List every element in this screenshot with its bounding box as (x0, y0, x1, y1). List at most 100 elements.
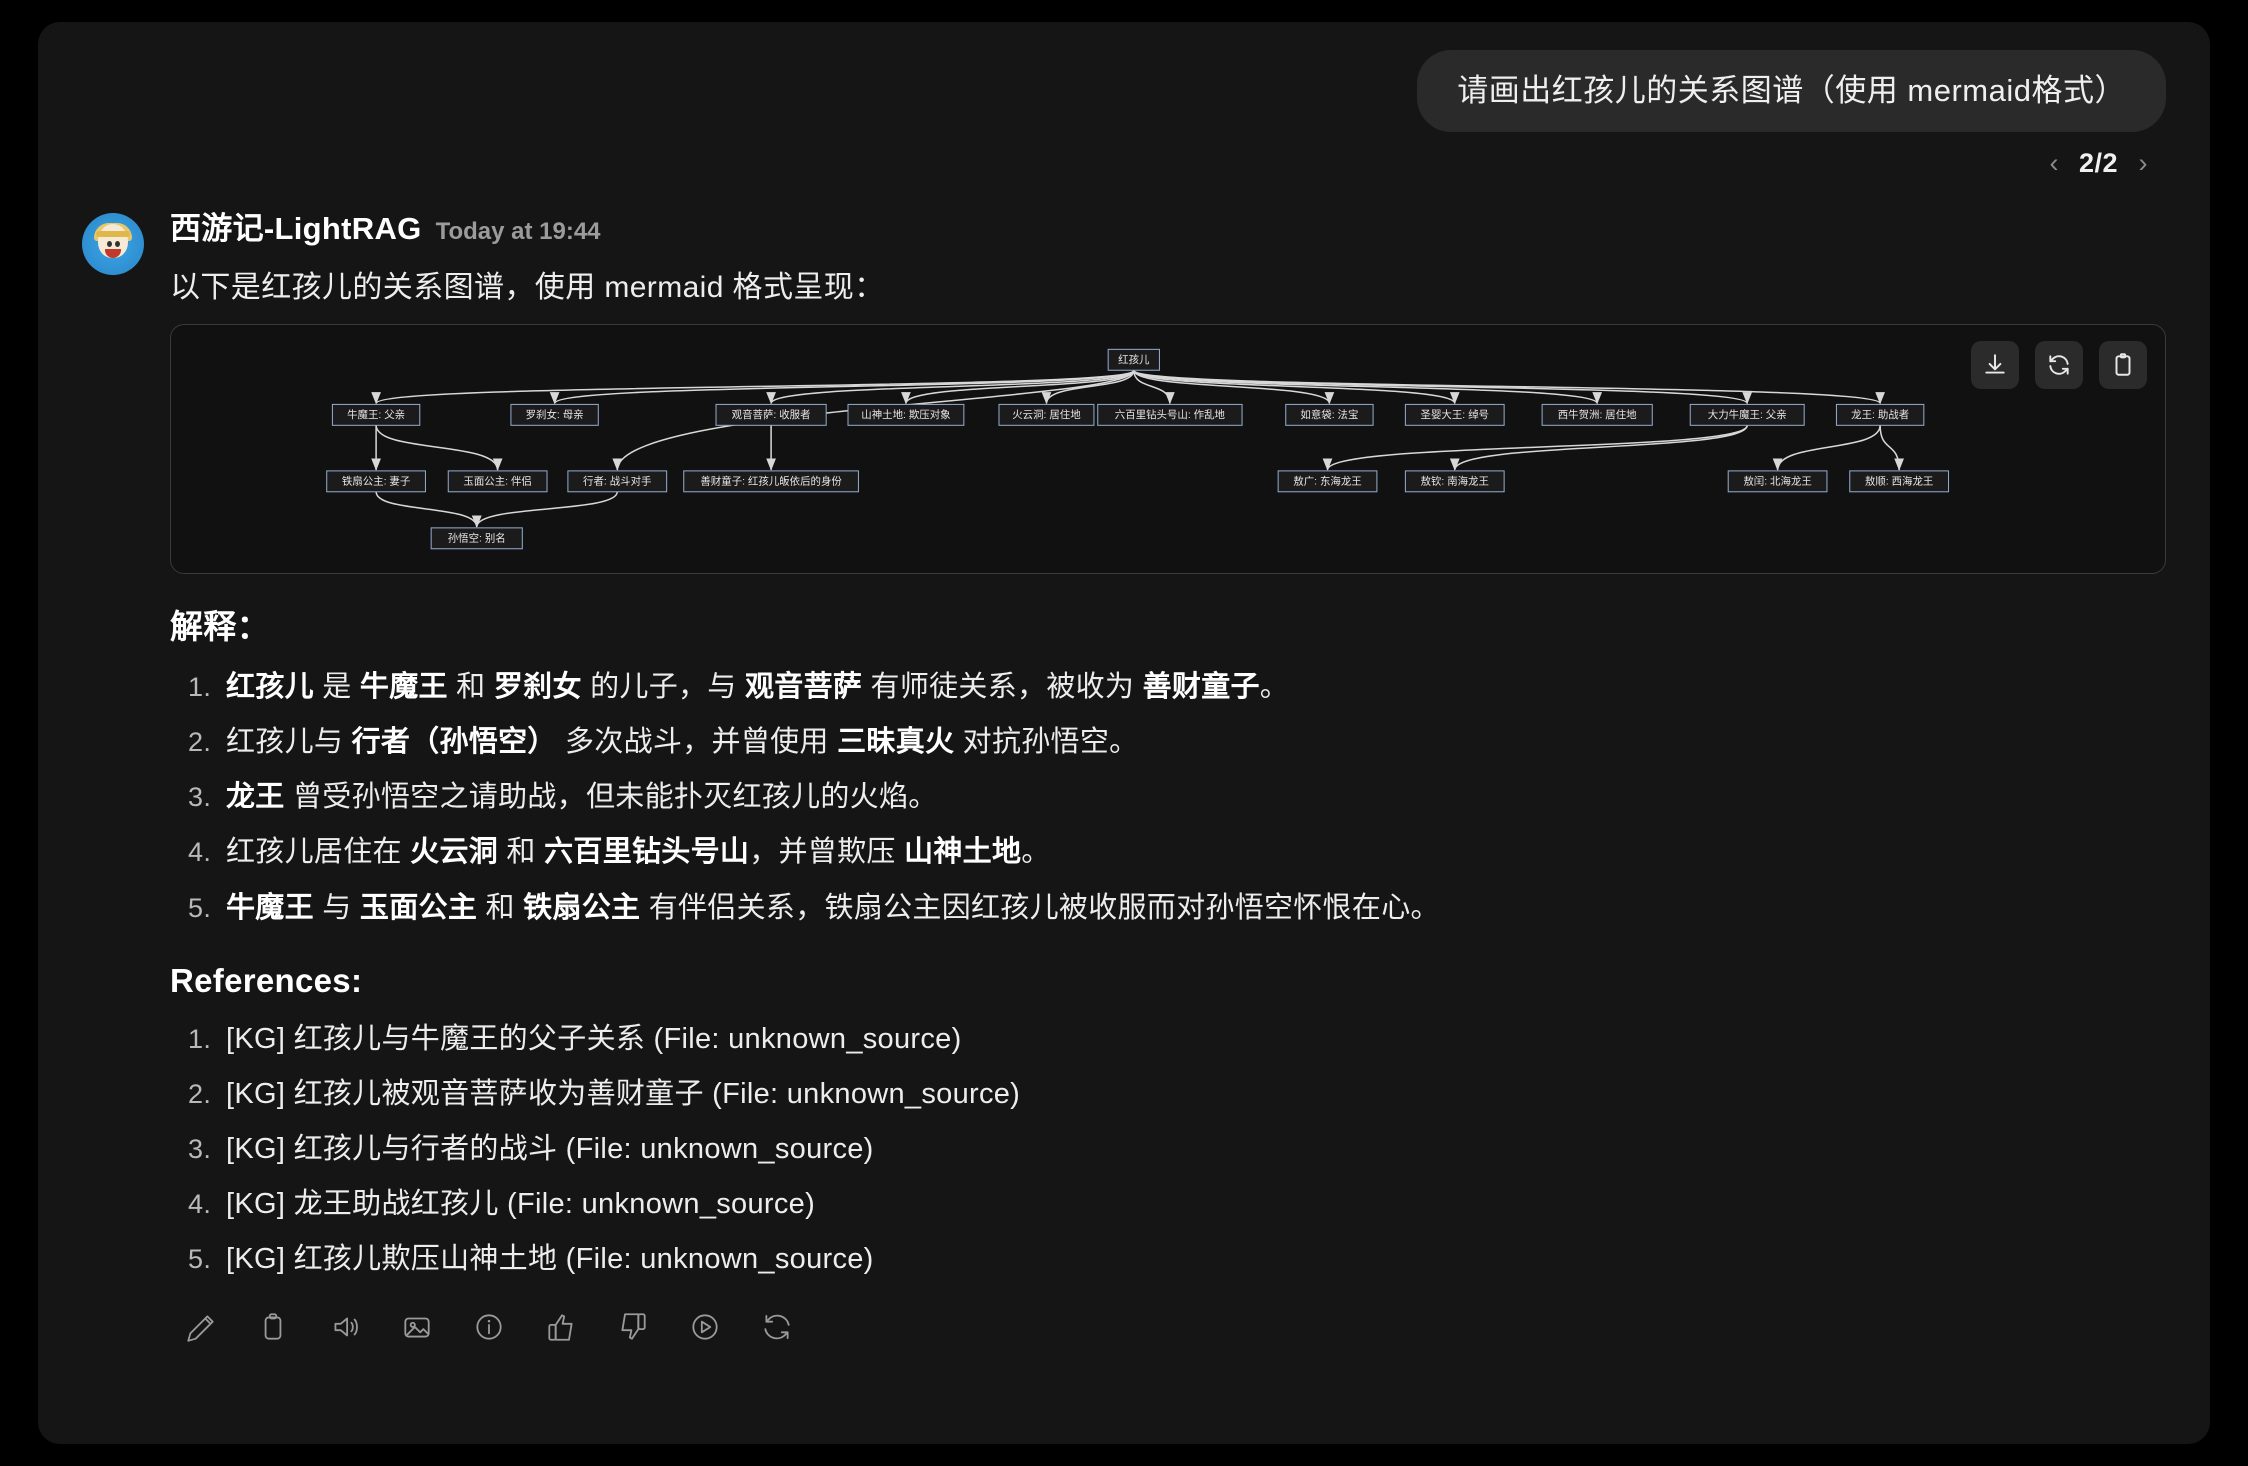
explanation-item-text: 龙王 曾受孙悟空之请助战，但未能扑灭红孩儿的火焰。 (226, 781, 938, 814)
message-action-bar (170, 1310, 2166, 1344)
explanation-item-text: 红孩儿 是 牛魔王 和 罗刹女 的儿子，与 观音菩萨 有师徒关系，被收为 善财童… (226, 670, 1290, 703)
mermaid-node[interactable]: 罗刹女: 母亲 (510, 403, 599, 426)
download-icon[interactable] (1971, 340, 2019, 389)
svg-text:罗刹女: 母亲: 罗刹女: 母亲 (526, 408, 584, 421)
reference-item-text: [KG] 龙王助战红孩儿 (File: unknown_source) (226, 1188, 816, 1221)
explanation-item-number: 3. (188, 782, 212, 813)
svg-text:铁扇公主: 妻子: 铁扇公主: 妻子 (342, 474, 410, 487)
refresh-icon[interactable] (760, 1310, 794, 1344)
svg-text:火云洞: 居住地: 火云洞: 居住地 (1012, 408, 1081, 421)
mermaid-node[interactable]: 大力牛魔王: 父亲 (1689, 403, 1805, 426)
mermaid-edge (1041, 369, 1135, 405)
clipboard-icon[interactable] (256, 1310, 290, 1344)
reference-item: 2. [KG] 红孩儿被观音菩萨收为善财童子 (File: unknown_sou… (170, 1067, 2166, 1122)
assistant-timestamp: Today at 19:44 (435, 217, 601, 245)
mermaid-edge (766, 369, 1135, 405)
reference-item-number: 1. (188, 1023, 212, 1054)
explanation-item: 2. 红孩儿与 行者（孙悟空） 多次战斗，并曾使用 三昧真火 对抗孙悟空。 (170, 715, 2166, 770)
image-icon[interactable] (400, 1310, 434, 1344)
mermaid-node[interactable]: 红孩儿 (1107, 348, 1160, 371)
svg-text:玉面公主: 伴侣: 玉面公主: 伴侣 (463, 474, 531, 487)
explanation-item: 4. 红孩儿居住在 火云洞 和 六百里钻头号山，并曾欺压 山神土地。 (170, 825, 2166, 880)
reference-item-text: [KG] 红孩儿欺压山神土地 (File: unknown_source) (226, 1243, 874, 1276)
svg-text:善财童子: 红孩儿皈依后的身份: 善财童子: 红孩儿皈依后的身份 (700, 474, 842, 487)
reference-item-number: 3. (188, 1134, 212, 1165)
monkey-king-avatar (82, 212, 144, 275)
info-icon[interactable] (472, 1310, 506, 1344)
assistant-intro-text: 以下是红孩儿的关系图谱，使用 mermaid 格式呈现： (170, 270, 885, 304)
svg-text:行者: 战斗对手: 行者: 战斗对手 (583, 474, 651, 487)
svg-text:红孩儿: 红孩儿 (1118, 353, 1150, 366)
thumbs-up-icon[interactable] (544, 1310, 578, 1344)
mermaid-edge (371, 369, 1135, 405)
avatar-eye-left (106, 241, 112, 248)
reference-item-text: [KG] 红孩儿与行者的战斗 (File: unknown_source) (226, 1133, 874, 1166)
reference-item: 1. [KG] 红孩儿与牛魔王的父子关系 (File: unknown_sourc… (170, 1012, 2166, 1067)
assistant-body: 西游记-LightRAG Today at 19:44 以下是红孩儿的关系图谱，… (144, 203, 2166, 1344)
mermaid-node[interactable]: 敖钦: 南海龙王 (1404, 470, 1505, 493)
thumbs-down-icon[interactable] (616, 1310, 650, 1344)
mermaid-node[interactable]: 观音菩萨: 收服者 (715, 403, 827, 426)
reference-item: 3. [KG] 红孩儿与行者的战斗 (File: unknown_source) (170, 1122, 2166, 1177)
assistant-message-row: 西游记-LightRAG Today at 19:44 以下是红孩儿的关系图谱，… (82, 203, 2166, 1344)
mermaid-node[interactable]: 龙王: 助战者 (1835, 403, 1925, 426)
mermaid-node[interactable]: 敖广: 东海龙王 (1277, 470, 1378, 493)
mermaid-node[interactable]: 西牛贺洲: 居住地 (1541, 403, 1653, 426)
svg-text:观音菩萨: 收服者: 观音菩萨: 收服者 (732, 408, 811, 421)
pagination-label: 2/2 (2078, 147, 2118, 178)
chat-scroll-area[interactable]: 请画出红孩儿的关系图谱（使用 mermaid格式） ‹ 2/2 › 西游记-Li… (38, 22, 2210, 1444)
refresh-icon[interactable] (2035, 340, 2083, 389)
speaker-icon[interactable] (328, 1310, 362, 1344)
pagination-prev-icon[interactable]: ‹ (2049, 147, 2059, 178)
mermaid-node[interactable]: 敖顺: 西海龙王 (1849, 470, 1950, 493)
mermaid-node[interactable]: 敖闰: 北海龙王 (1727, 470, 1828, 493)
reference-item-number: 2. (188, 1078, 212, 1109)
pagination-next-icon[interactable]: › (2138, 147, 2148, 178)
reference-item-number: 4. (188, 1189, 212, 1220)
message-pagination: ‹ 2/2 › (82, 148, 2166, 179)
svg-text:大力牛魔王: 父亲: 大力牛魔王: 父亲 (1708, 408, 1787, 421)
avatar-mouth (105, 248, 121, 258)
mermaid-edge (1450, 424, 1748, 471)
user-message-bubble: 请画出红孩儿的关系图谱（使用 mermaid格式） (1417, 50, 2166, 132)
svg-text:敖闰: 北海龙王: 敖闰: 北海龙王 (1743, 474, 1811, 487)
explanation-list: 1. 红孩儿 是 牛魔王 和 罗刹女 的儿子，与 观音菩萨 有师徒关系，被收为 善… (170, 660, 2166, 936)
reference-item-text: [KG] 红孩儿被观音菩萨收为善财童子 (File: unknown_sourc… (226, 1077, 1021, 1110)
svg-text:牛魔王: 父亲: 牛魔王: 父亲 (347, 408, 405, 421)
svg-text:如意袋: 法宝: 如意袋: 法宝 (1300, 408, 1358, 421)
reference-item-text: [KG] 红孩儿与牛魔王的父子关系 (File: unknown_source) (226, 1022, 962, 1055)
assistant-meta: 西游记-LightRAG Today at 19:44 (170, 203, 2166, 248)
explanation-item: 1. 红孩儿 是 牛魔王 和 罗刹女 的儿子，与 观音菩萨 有师徒关系，被收为 善… (170, 660, 2166, 715)
mermaid-node[interactable]: 圣婴大王: 绰号 (1404, 403, 1505, 426)
avatar-headband (96, 231, 130, 238)
mermaid-node[interactable]: 玉面公主: 伴侣 (447, 470, 548, 493)
svg-text:敖钦: 南海龙王: 敖钦: 南海龙王 (1421, 474, 1489, 487)
mermaid-edge (1772, 425, 1881, 471)
mermaid-node[interactable]: 牛魔王: 父亲 (331, 403, 421, 426)
mermaid-node[interactable]: 六百里钻头号山: 作乱地 (1097, 403, 1243, 426)
svg-text:敖广: 东海龙王: 敖广: 东海龙王 (1293, 474, 1361, 487)
mermaid-node[interactable]: 如意袋: 法宝 (1285, 403, 1374, 426)
mermaid-node[interactable]: 善财童子: 红孩儿皈依后的身份 (683, 470, 859, 493)
mermaid-edge (375, 424, 503, 471)
mermaid-node[interactable]: 火云洞: 居住地 (998, 403, 1095, 426)
clipboard-icon[interactable] (2099, 340, 2147, 389)
mermaid-node[interactable]: 行者: 战斗对手 (567, 470, 668, 493)
avatar-eye-right (115, 241, 121, 248)
mermaid-edge (471, 491, 619, 528)
play-icon[interactable] (688, 1310, 722, 1344)
mermaid-node[interactable]: 山神土地: 欺压对象 (847, 403, 965, 426)
mermaid-node[interactable]: 铁扇公主: 妻子 (326, 470, 426, 493)
references-title: References: (170, 961, 363, 999)
mermaid-node[interactable]: 孙悟空: 别名 (430, 527, 523, 550)
edit-icon[interactable] (184, 1310, 218, 1344)
diagram-toolbar (1971, 340, 2147, 389)
mermaid-edge (1133, 369, 1335, 405)
explanation-item-text: 红孩儿居住在 火云洞 和 六百里钻头号山，并曾欺压 山神土地。 (226, 836, 1051, 869)
svg-text:敖顺: 西海龙王: 敖顺: 西海龙王 (1865, 474, 1933, 487)
svg-text:西牛贺洲: 居住地: 西牛贺洲: 居住地 (1558, 408, 1637, 421)
svg-text:山神土地: 欺压对象: 山神土地: 欺压对象 (861, 408, 950, 421)
svg-text:孙悟空: 别名: 孙悟空: 别名 (448, 531, 506, 544)
